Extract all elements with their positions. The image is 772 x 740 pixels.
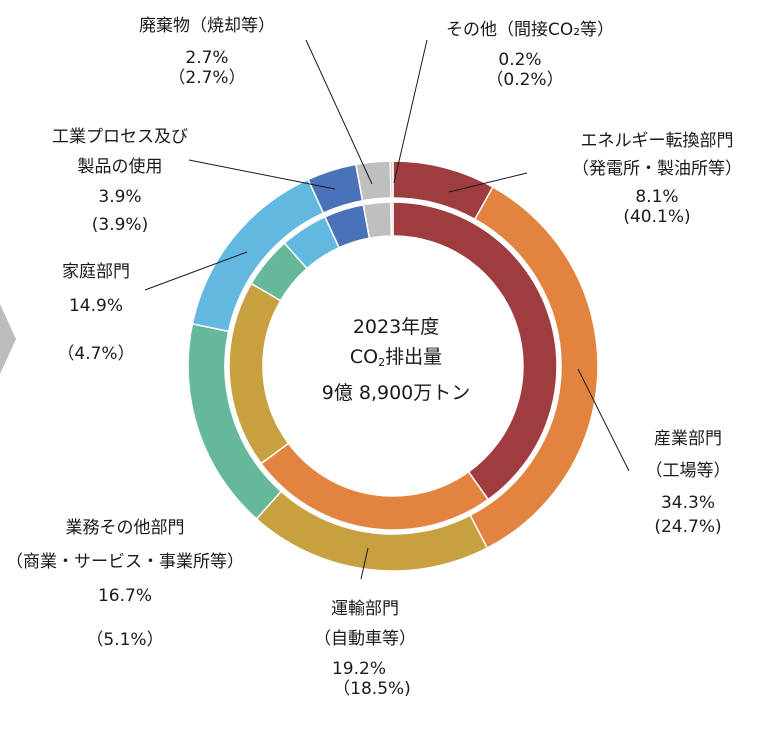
leader-line-5 [305,39,373,185]
process-inner-value: (3.9%) [91,215,149,235]
label-industrial-process: 工業プロセス及び 製品の使用 3.9% (3.9%) [30,127,210,235]
label-transport: 運輸部門 （自動車等） 19.2% （18.5%) [290,599,440,699]
center-total: 9億 8,900万トン [321,382,471,404]
outer-slice-6 [354,160,392,202]
label-other: その他（間接CO₂等） 0.2% （0.2%） [425,20,635,90]
household-name-1: 家庭部門 [62,262,130,282]
commercial-inner-value: （5.1%） [86,630,164,650]
inner-slice-7 [390,201,394,237]
label-industry: 産業部門 （工場等） 34.3% (24.7%) [628,429,748,537]
energy-name-1: エネルギー転換部門 [580,131,734,151]
other-name-1: その他（間接CO₂等） [445,20,615,40]
other-inner-value: （0.2%） [486,70,564,90]
industry-inner-value: (24.7%) [654,517,722,537]
energy-inner-value: (40.1%) [623,207,691,227]
center-label: 2023年度 CO2排出量 9億 8,900万トン [296,312,496,408]
waste-name-1: 廃棄物（焼却等） [139,16,275,36]
industry-outer-value: 34.3% [660,493,715,513]
transport-name-2: （自動車等） [314,629,416,649]
leader-lines [144,39,630,580]
label-household: 家庭部門 14.9% （4.7%） [36,262,156,364]
previous-arrow-tab [0,304,16,374]
outer-slice-7 [389,160,394,199]
commercial-name-1: 業務その他部門 [65,518,185,538]
label-commercial: 業務その他部門 （商業・サービス・事業所等） 16.7% （5.1%） [0,518,250,650]
household-outer-value: 14.9% [68,296,123,316]
leader-line-4 [188,159,336,190]
transport-inner-value: （18.5%) [333,679,411,699]
process-name-2: 製品の使用 [77,157,163,177]
process-name-1: 工業プロセス及び [52,127,188,147]
label-energy-conversion: エネルギー転換部門 （発電所・製油所等） 8.1% (40.1%) [552,131,762,227]
other-outer-value: 0.2% [498,50,542,70]
center-year: 2023年度 [352,316,440,338]
outer-ring [187,160,599,572]
commercial-name-2: （商業・サービス・事業所等） [6,552,244,572]
inner-ring [228,201,558,531]
commercial-outer-value: 16.7% [97,586,152,606]
waste-inner-value: （2.7%） [168,68,246,88]
waste-outer-value: 2.7% [185,48,229,68]
leader-line-6 [393,39,428,184]
transport-name-1: 運輸部門 [331,599,399,619]
energy-outer-value: 8.1% [635,187,679,207]
process-outer-value: 3.9% [98,187,142,207]
leader-line-2 [360,547,369,580]
energy-name-2: （発電所・製油所等） [572,159,742,179]
leader-line-0 [448,172,528,193]
industry-name-1: 産業部門 [654,429,722,449]
leader-line-3 [144,251,248,291]
transport-outer-value: 19.2% [331,659,386,679]
center-emission-title: CO2排出量 [349,346,443,369]
industry-name-2: （工場等） [645,461,731,481]
household-inner-value: （4.7%） [57,344,135,364]
leader-line-1 [577,368,630,472]
label-waste: 廃棄物（焼却等） 2.7% （2.7%） [112,16,302,88]
